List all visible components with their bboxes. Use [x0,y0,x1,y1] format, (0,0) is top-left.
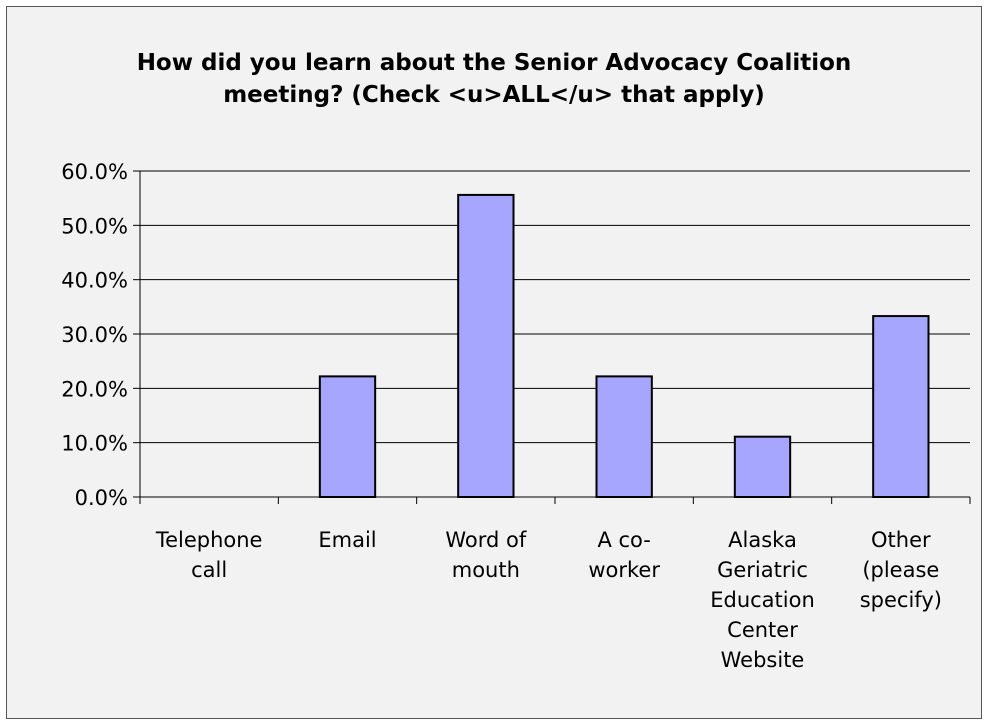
y-tick-label: 0.0% [75,486,128,510]
chart-title: How did you learn about the Senior Advoc… [136,50,852,108]
x-category-label: Alaska Geriatric Education Center Website [710,528,815,672]
bar [733,435,792,499]
bar [318,375,377,499]
x-category-label: A co-worker [588,528,660,582]
y-tick-label: 50.0% [61,214,128,238]
chart-frame: How did you learn about the Senior Advoc… [6,6,982,719]
y-tick-label: 20.0% [61,377,128,401]
bar [457,193,515,498]
x-category-label: Other (please specify) [860,528,942,612]
y-tick-label: 60.0% [61,160,128,184]
x-category-label: Email [318,528,376,552]
y-tick-label: 30.0% [61,323,128,347]
y-tick-label: 10.0% [61,432,128,456]
bar [872,315,930,498]
x-category-label: Telephone call [155,528,263,582]
y-tick-label: 40.0% [61,269,128,293]
x-category-label: Word of mouth [445,528,527,582]
bar [595,375,653,499]
